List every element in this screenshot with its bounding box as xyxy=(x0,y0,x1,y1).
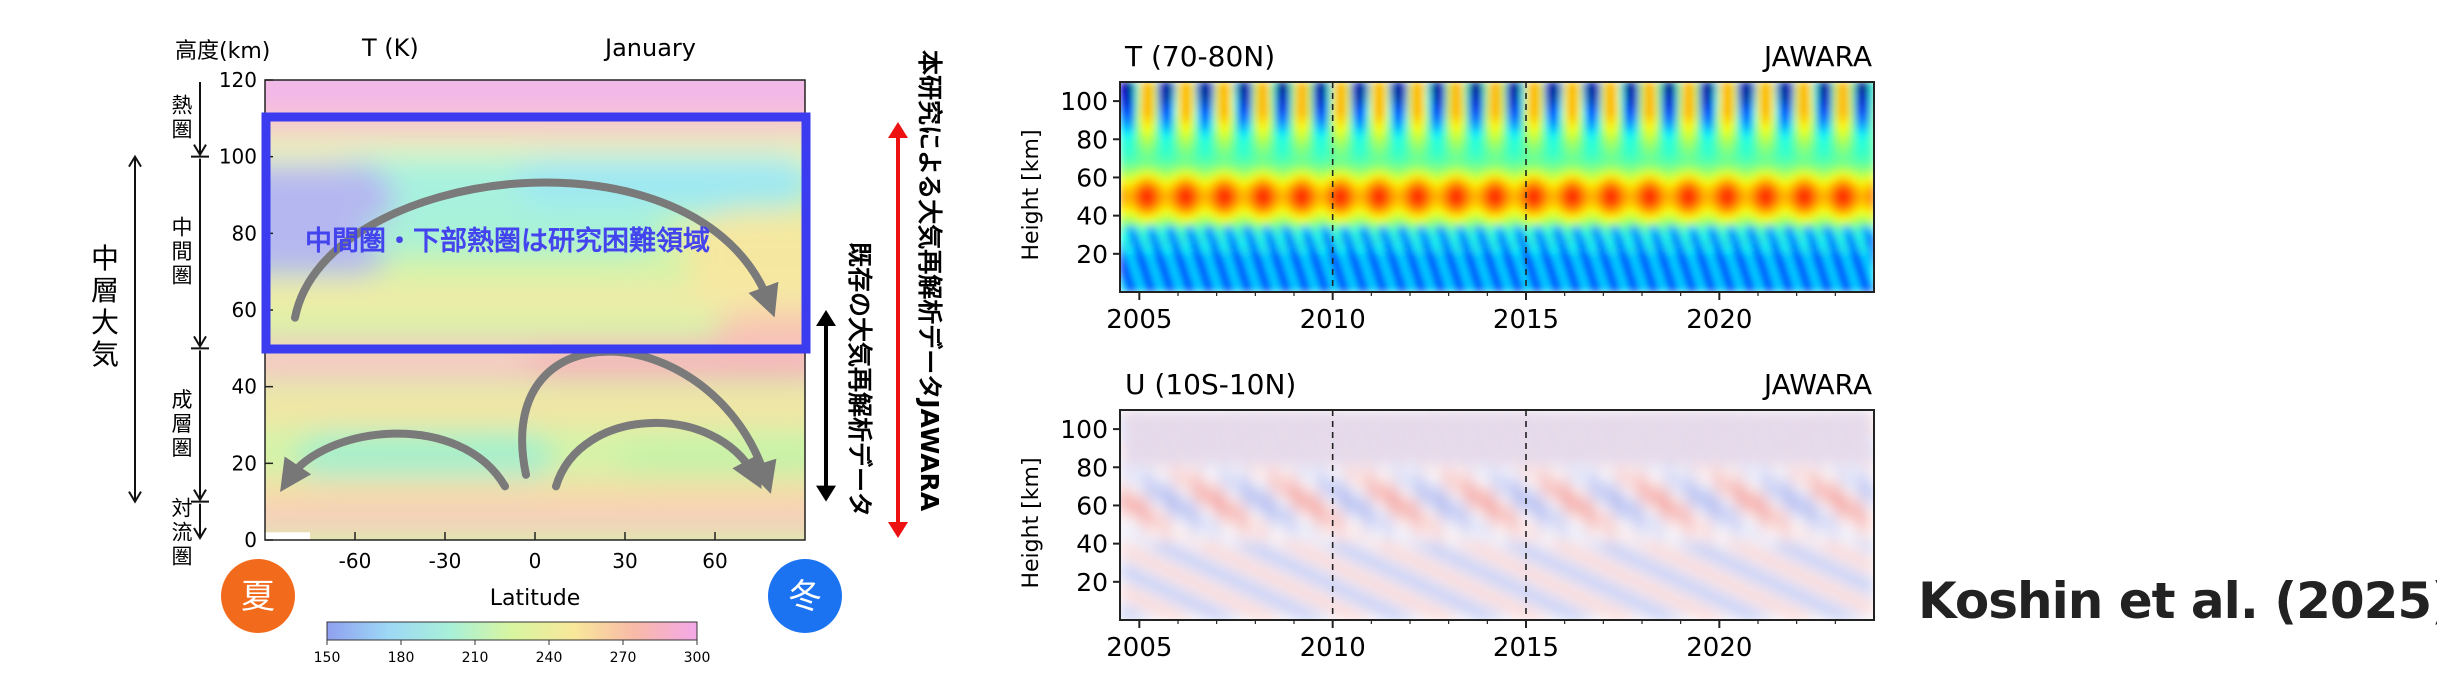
x-tick-label: 2005 xyxy=(1106,633,1172,663)
variable-label: T (K) xyxy=(361,34,419,62)
colorbar-tick-label: 180 xyxy=(388,650,415,666)
y-tick-label: 60 xyxy=(1076,491,1108,520)
y-tick-label: 100 xyxy=(219,145,257,169)
circulation-arrow xyxy=(552,419,762,491)
colorbar-tick-label: 210 xyxy=(462,650,489,666)
x-tick-label: 0 xyxy=(529,549,542,573)
x-tick-label: 2005 xyxy=(1106,305,1172,335)
panel-source: JAWARA xyxy=(1762,368,1872,401)
colorbar-tick-label: 270 xyxy=(610,650,637,666)
t-heatmap xyxy=(1120,82,1874,292)
colorbar-bar xyxy=(326,621,698,641)
layer-label: 対流圏 xyxy=(172,497,193,569)
citation-credit: Koshin et al. (2025) xyxy=(1918,572,2437,630)
x-tick-label: -60 xyxy=(339,549,372,573)
y-axis-label: Height [km] xyxy=(1019,129,1044,260)
y-tick-label: 0 xyxy=(244,528,257,552)
y-tick-label: 80 xyxy=(1076,453,1108,482)
x-tick-label: 30 xyxy=(612,549,637,573)
y-tick-label: 60 xyxy=(1076,163,1108,192)
layer-label: 中間圏 xyxy=(172,216,193,288)
u-plot-frame xyxy=(1119,409,1875,621)
colorbar-tick-label: 240 xyxy=(536,650,563,666)
y-tick-label: 120 xyxy=(219,68,257,92)
panel-title: T (70-80N) xyxy=(1124,40,1275,73)
research-gap-box xyxy=(261,112,811,354)
x-tick-label: 2015 xyxy=(1493,305,1559,335)
x-tick-label: 2020 xyxy=(1686,633,1752,663)
summer-badge-label: 夏 xyxy=(241,577,275,617)
existing-data-label: 既存の大気再解析データ xyxy=(845,242,874,517)
circulation-arrow xyxy=(280,429,509,492)
panel-title: U (10S-10N) xyxy=(1125,368,1296,401)
left-temperature-panel: -60 -30 0 30 60 0 20 40 60 80 100 120 中間圏・下部熱圏は研究困難… xyxy=(91,34,944,666)
y-tick-label: 40 xyxy=(232,375,257,399)
layer-label: 熱圏 xyxy=(172,93,193,141)
x-tick-label: 2015 xyxy=(1493,633,1559,663)
u-heatmap xyxy=(1120,410,1874,620)
y-tick-label: 20 xyxy=(1076,240,1108,269)
y-tick-label: 80 xyxy=(1076,125,1108,154)
altitude-unit-label: 高度(km) xyxy=(175,39,270,64)
y-tick-label: 20 xyxy=(232,451,257,475)
data-range-arrows: 既存の大気再解析データ 本研究による大気再解析データJAWARA xyxy=(816,50,944,538)
research-gap-label: 中間圏・下部熱圏は研究困難領域 xyxy=(305,225,710,257)
x-tick-label: 2010 xyxy=(1300,633,1366,663)
t-plot-frame xyxy=(1119,81,1875,293)
panel-source: JAWARA xyxy=(1762,40,1872,73)
x-tick-label: -30 xyxy=(429,549,462,573)
circulation-arrow xyxy=(291,178,779,322)
y-tick-label: 40 xyxy=(1076,202,1108,231)
x-tick-label: 2010 xyxy=(1300,305,1366,335)
temperature-colorbar: 150 180 210 240 270 300 xyxy=(314,621,711,666)
layer-label: 成層圏 xyxy=(172,388,193,460)
x-tick-label: 2020 xyxy=(1686,305,1752,335)
winter-badge xyxy=(768,559,842,633)
summer-badge xyxy=(221,559,295,633)
month-label: January xyxy=(603,34,696,62)
colorbar-tick-label: 300 xyxy=(684,650,711,666)
winter-badge-label: 冬 xyxy=(788,577,822,617)
season-badges: 夏冬 xyxy=(221,559,842,633)
x-axis-label: Latitude xyxy=(490,586,581,611)
y-tick-label: 100 xyxy=(1060,87,1108,116)
x-tick-label: 60 xyxy=(702,549,727,573)
y-axis-label: Height [km] xyxy=(1019,457,1044,588)
y-tick-label: 80 xyxy=(232,221,257,245)
y-tick-label: 20 xyxy=(1076,568,1108,597)
temperature-field xyxy=(265,80,805,540)
colorbar-tick-label: 150 xyxy=(314,650,341,666)
middle-atmosphere-label: 中層大気 xyxy=(91,242,119,371)
y-tick-label: 100 xyxy=(1060,415,1108,444)
this-study-label: 本研究による大気再解析データJAWARA xyxy=(915,50,944,512)
y-tick-label: 40 xyxy=(1076,530,1108,559)
y-tick-label: 60 xyxy=(232,298,257,322)
